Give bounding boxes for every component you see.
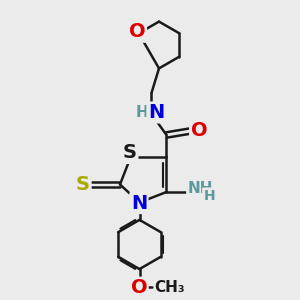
Text: NH: NH: [187, 181, 213, 196]
Text: S: S: [123, 143, 137, 163]
Text: H: H: [203, 189, 215, 202]
Text: O: O: [129, 22, 146, 41]
Text: N: N: [131, 194, 147, 213]
Text: CH₃: CH₃: [154, 280, 185, 295]
Text: H: H: [136, 105, 148, 120]
Text: S: S: [76, 175, 90, 194]
Text: O: O: [190, 121, 207, 140]
Text: O: O: [130, 278, 147, 297]
Text: N: N: [148, 103, 164, 122]
